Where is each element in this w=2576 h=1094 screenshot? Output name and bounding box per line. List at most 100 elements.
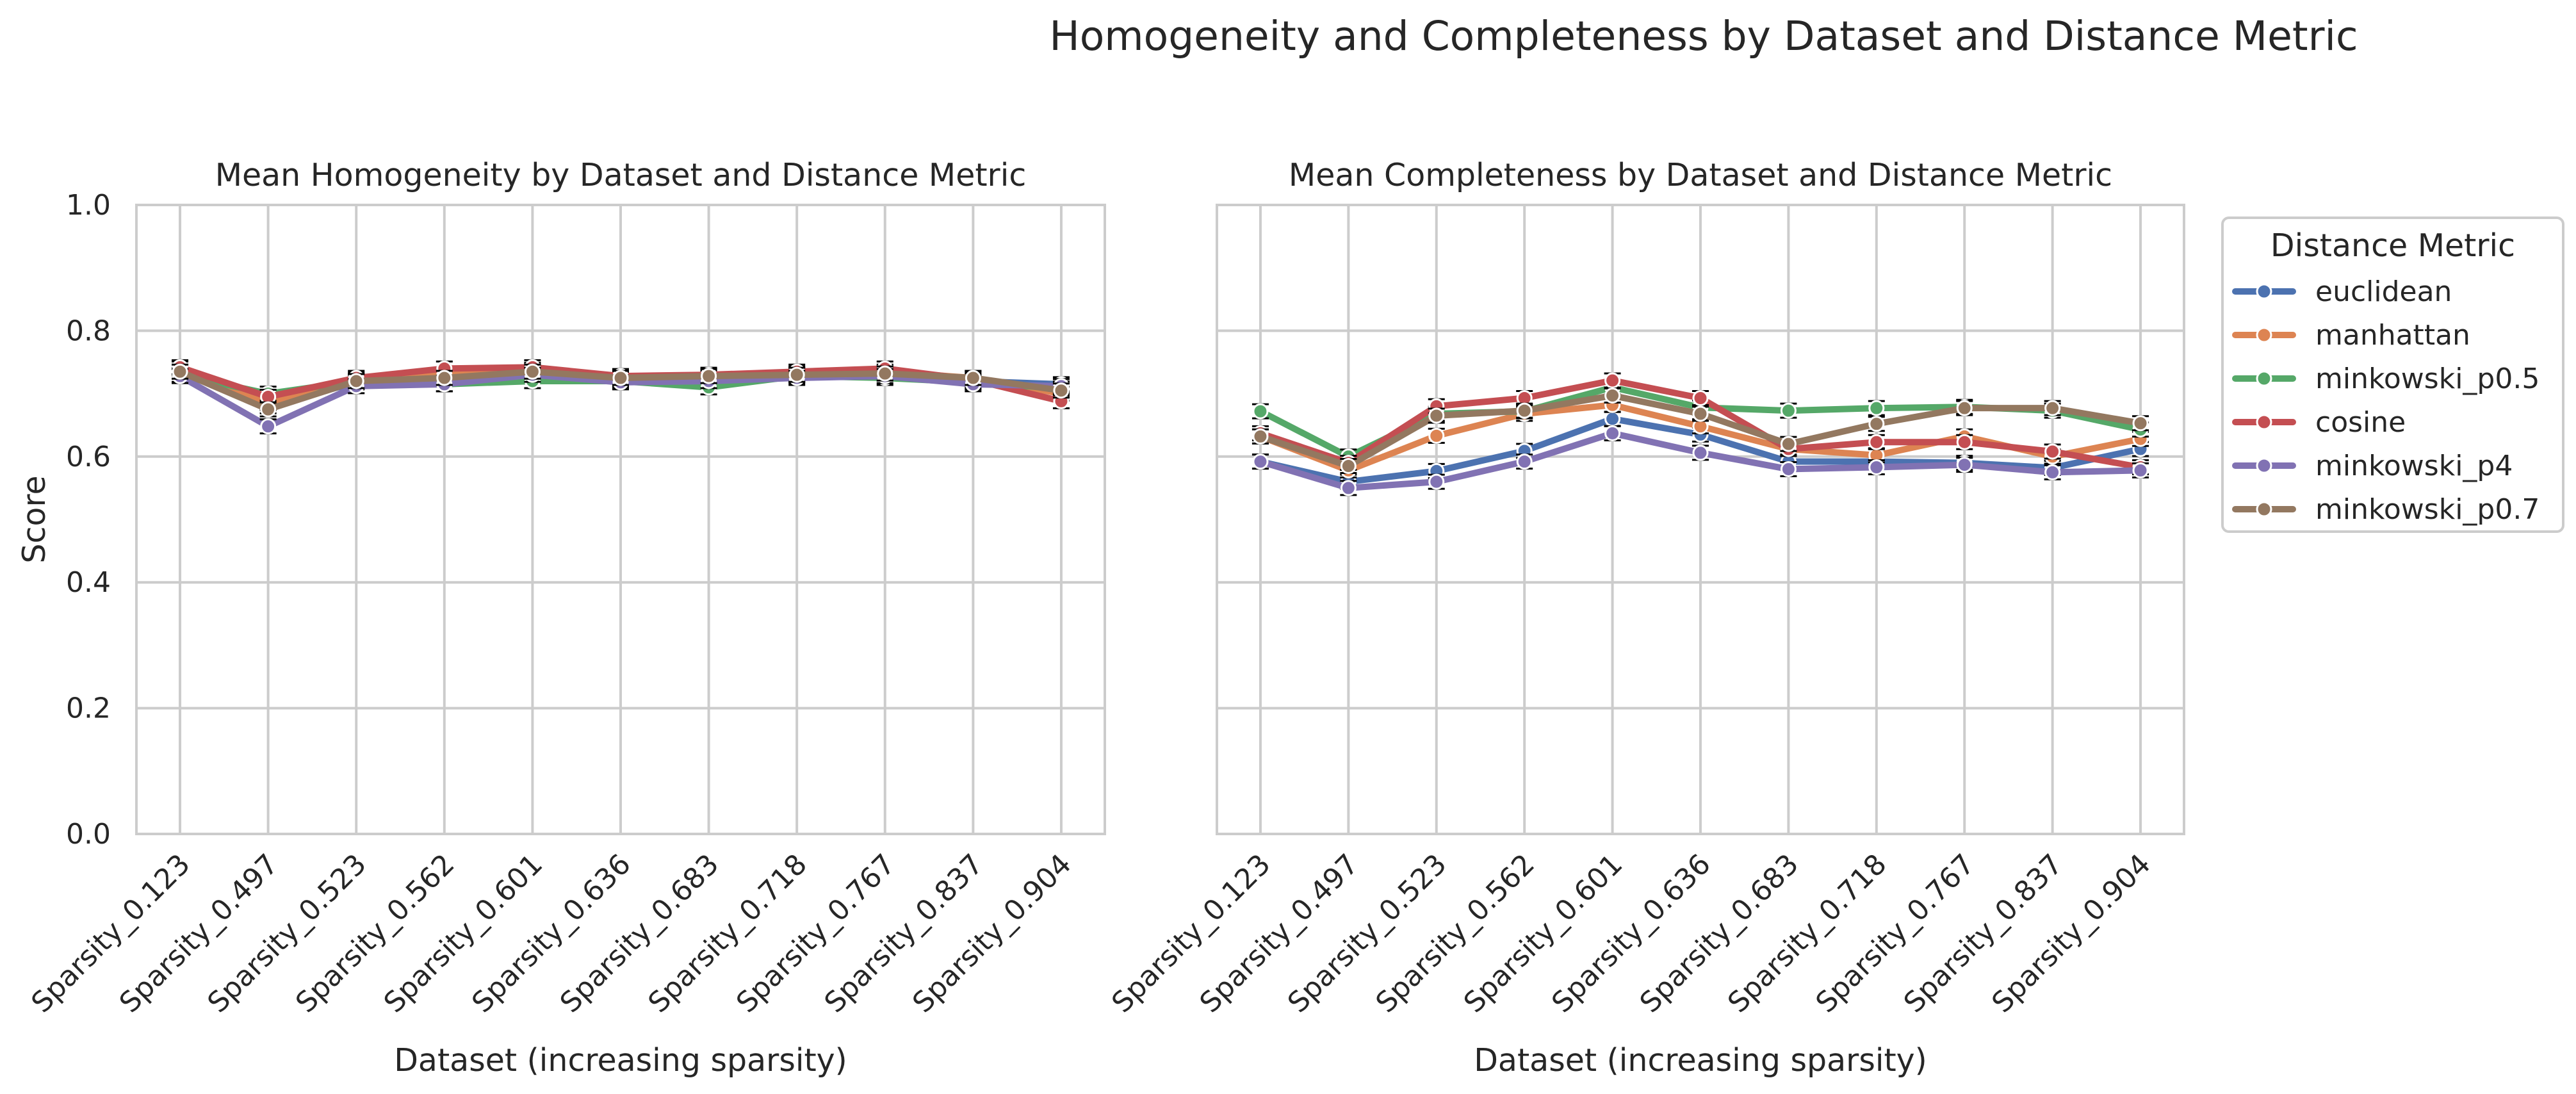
x-tick-label: Sparsity_0.562 (289, 848, 461, 1020)
panel-title: Mean Completeness by Dataset and Distanc… (1289, 157, 2112, 193)
data-point-minkowski_p0.7 (348, 373, 365, 389)
marker (1780, 402, 1797, 419)
legend-item-manhattan: manhattan (2232, 319, 2470, 352)
marker (1692, 389, 1709, 406)
marker (260, 401, 277, 418)
legend-item-minkowski_p4: minkowski_p4 (2232, 450, 2513, 482)
legend-label: cosine (2315, 406, 2406, 439)
y-tick-label: 1.0 (66, 189, 111, 222)
marker (2044, 400, 2061, 416)
marker (612, 370, 629, 386)
y-tick-label: 0.4 (66, 566, 111, 599)
marker (1053, 382, 1070, 399)
data-point-minkowski_p0.7 (259, 401, 277, 418)
data-point-minkowski_p0.7 (1604, 388, 1621, 404)
x-tick-label: Sparsity_0.904 (1985, 848, 2157, 1020)
x-tick-label: Sparsity_0.523 (1282, 848, 1453, 1020)
data-point-minkowski_p0.7 (524, 363, 541, 380)
marker (2044, 464, 2061, 480)
data-point-minkowski_p0.7 (2132, 415, 2149, 432)
legend-item-minkowski_p0.5: minkowski_p0.5 (2232, 363, 2539, 395)
data-point-minkowski_p0.7 (788, 366, 806, 383)
x-tick-label: Sparsity_0.497 (113, 848, 285, 1020)
marker (877, 365, 893, 382)
data-point-minkowski_p4 (259, 418, 277, 435)
data-point-minkowski_p0.5 (1868, 400, 1885, 416)
marker (965, 370, 981, 386)
data-point-minkowski_p4 (2044, 464, 2061, 480)
data-point-cosine (1868, 434, 1885, 450)
data-point-minkowski_p0.7 (876, 365, 893, 382)
marker (260, 418, 277, 435)
data-point-manhattan (1428, 427, 1445, 444)
x-tick-label: Sparsity_0.636 (1545, 848, 1717, 1020)
marker (1428, 427, 1445, 444)
marker (2132, 415, 2149, 432)
axes-frame (1216, 204, 2185, 835)
data-point-minkowski_p0.7 (2044, 400, 2061, 416)
marker (1956, 434, 1973, 450)
y-axis-label: Score (16, 475, 53, 563)
y-tick-label: 0.6 (66, 441, 111, 473)
panel-title: Mean Homogeneity by Dataset and Distance… (215, 157, 1027, 193)
marker (1868, 400, 1885, 416)
x-tick-label: Sparsity_0.123 (1105, 848, 1277, 1020)
x-tick-label: Sparsity_0.718 (1722, 848, 1893, 1020)
legend: Distance Metric euclidean manhattan minkows… (2221, 216, 2564, 533)
marker (1428, 407, 1445, 424)
marker (1868, 459, 1885, 475)
legend-marker (2256, 501, 2272, 518)
marker (1252, 428, 1269, 445)
x-tick-label: Sparsity_0.123 (25, 848, 197, 1020)
marker (1604, 425, 1621, 441)
data-point-minkowski_p0.5 (1780, 402, 1797, 419)
legend-label: minkowski_p4 (2315, 450, 2513, 482)
marker (1428, 473, 1445, 490)
marker (1956, 457, 1973, 473)
x-tick-label: Sparsity_0.837 (1898, 848, 2069, 1020)
data-point-minkowski_p0.7 (1956, 400, 1973, 416)
legend-label: euclidean (2315, 275, 2452, 308)
marker (1252, 403, 1269, 420)
marker (1516, 402, 1533, 419)
x-tick-label: Sparsity_0.683 (554, 848, 726, 1020)
x-tick-label: Sparsity_0.523 (201, 848, 373, 1020)
y-tick-label: 0.8 (66, 314, 111, 347)
marker (1956, 400, 1973, 416)
x-tick-label: Sparsity_0.636 (466, 848, 637, 1020)
data-point-minkowski_p4 (1956, 457, 1973, 473)
y-tick-label: 0.0 (66, 818, 111, 851)
y-tick-label: 0.2 (66, 692, 111, 725)
legend-label: minkowski_p0.7 (2315, 493, 2539, 526)
data-point-minkowski_p4 (1340, 480, 1357, 496)
data-point-minkowski_p0.7 (1340, 458, 1357, 475)
x-axis-label: Dataset (increasing sparsity) (394, 1042, 847, 1079)
marker (1340, 480, 1357, 496)
x-axis-label: Dataset (increasing sparsity) (1474, 1042, 1927, 1079)
x-tick-label: Sparsity_0.601 (378, 848, 550, 1020)
x-tick-label: Sparsity_0.562 (1369, 848, 1541, 1020)
data-point-minkowski_p4 (1780, 461, 1797, 477)
marker (1604, 411, 1621, 427)
legend-item-euclidean: euclidean (2232, 275, 2452, 308)
legend-marker (2256, 283, 2272, 300)
marker (1604, 372, 1621, 389)
marker (1516, 453, 1533, 470)
data-point-minkowski_p0.7 (1692, 405, 1709, 422)
x-tick-label: Sparsity_0.904 (906, 848, 1078, 1020)
marker (436, 370, 453, 386)
data-point-minkowski_p4 (2132, 462, 2149, 478)
data-point-cosine (2044, 443, 2061, 460)
legend-box (2221, 216, 2564, 533)
x-tick-label: Sparsity_0.767 (730, 848, 902, 1020)
data-point-cosine (1956, 434, 1973, 450)
data-point-minkowski_p4 (1251, 453, 1269, 470)
marker (172, 363, 188, 380)
figure-suptitle: Homogeneity and Completeness by Dataset … (1049, 13, 2358, 60)
marker (1604, 388, 1621, 404)
marker (1868, 416, 1885, 432)
data-point-minkowski_p0.7 (1251, 428, 1269, 445)
data-point-cosine (1604, 372, 1621, 389)
legend-item-cosine: cosine (2232, 406, 2406, 439)
